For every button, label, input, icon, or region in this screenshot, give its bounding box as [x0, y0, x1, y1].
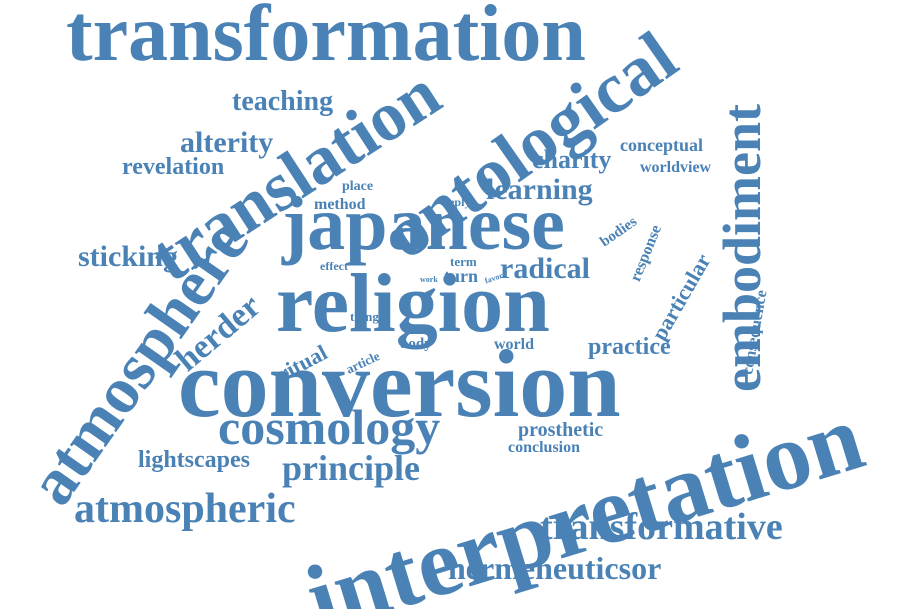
word-revelation: revelation [122, 154, 225, 180]
word-practice: practice [588, 334, 671, 360]
word-teaching: teaching [232, 86, 334, 117]
word-cosmology: cosmology [218, 399, 441, 455]
word-turn: turn [444, 266, 479, 286]
word-effect: effect [320, 259, 348, 273]
word-particular: particular [646, 249, 716, 345]
word-sticking: sticking [78, 240, 179, 273]
word-transformation: transformation [66, 0, 586, 78]
word-charity: charity [532, 145, 612, 174]
word-conclusion: conclusion [508, 439, 581, 456]
word-response: response [627, 222, 666, 284]
word-conversion: conversion [178, 330, 621, 437]
word-lightscapes: lightscapes [138, 447, 251, 473]
word-principle: principle [282, 448, 421, 488]
word-conceptual: conceptual [620, 135, 703, 155]
word-world: world [494, 336, 534, 353]
word-prosthetic: prosthetic [518, 419, 604, 441]
word-bodies: bodies [597, 213, 641, 251]
word-method: method [314, 196, 366, 213]
word-worldview: worldview [640, 159, 712, 176]
word-term: term [450, 254, 477, 269]
word-japanese: japanese [282, 182, 565, 266]
word-religion: religion [276, 257, 550, 350]
word-atmospheric: atmospheric [74, 486, 296, 532]
word-transformative: transformative [540, 506, 783, 548]
word-hermeneuticsor: hermeneuticsor [448, 550, 662, 586]
word-embodiment: embodiment [712, 104, 772, 392]
word-radical: radical [500, 252, 590, 285]
word-alterity: alterity [180, 126, 274, 159]
word-place: place [342, 179, 374, 194]
word-reply: reply [444, 195, 471, 209]
word-work: work [420, 275, 438, 284]
word-body: body [400, 336, 432, 352]
word-thing: thing [350, 309, 379, 324]
word-learning: learning [486, 173, 593, 206]
